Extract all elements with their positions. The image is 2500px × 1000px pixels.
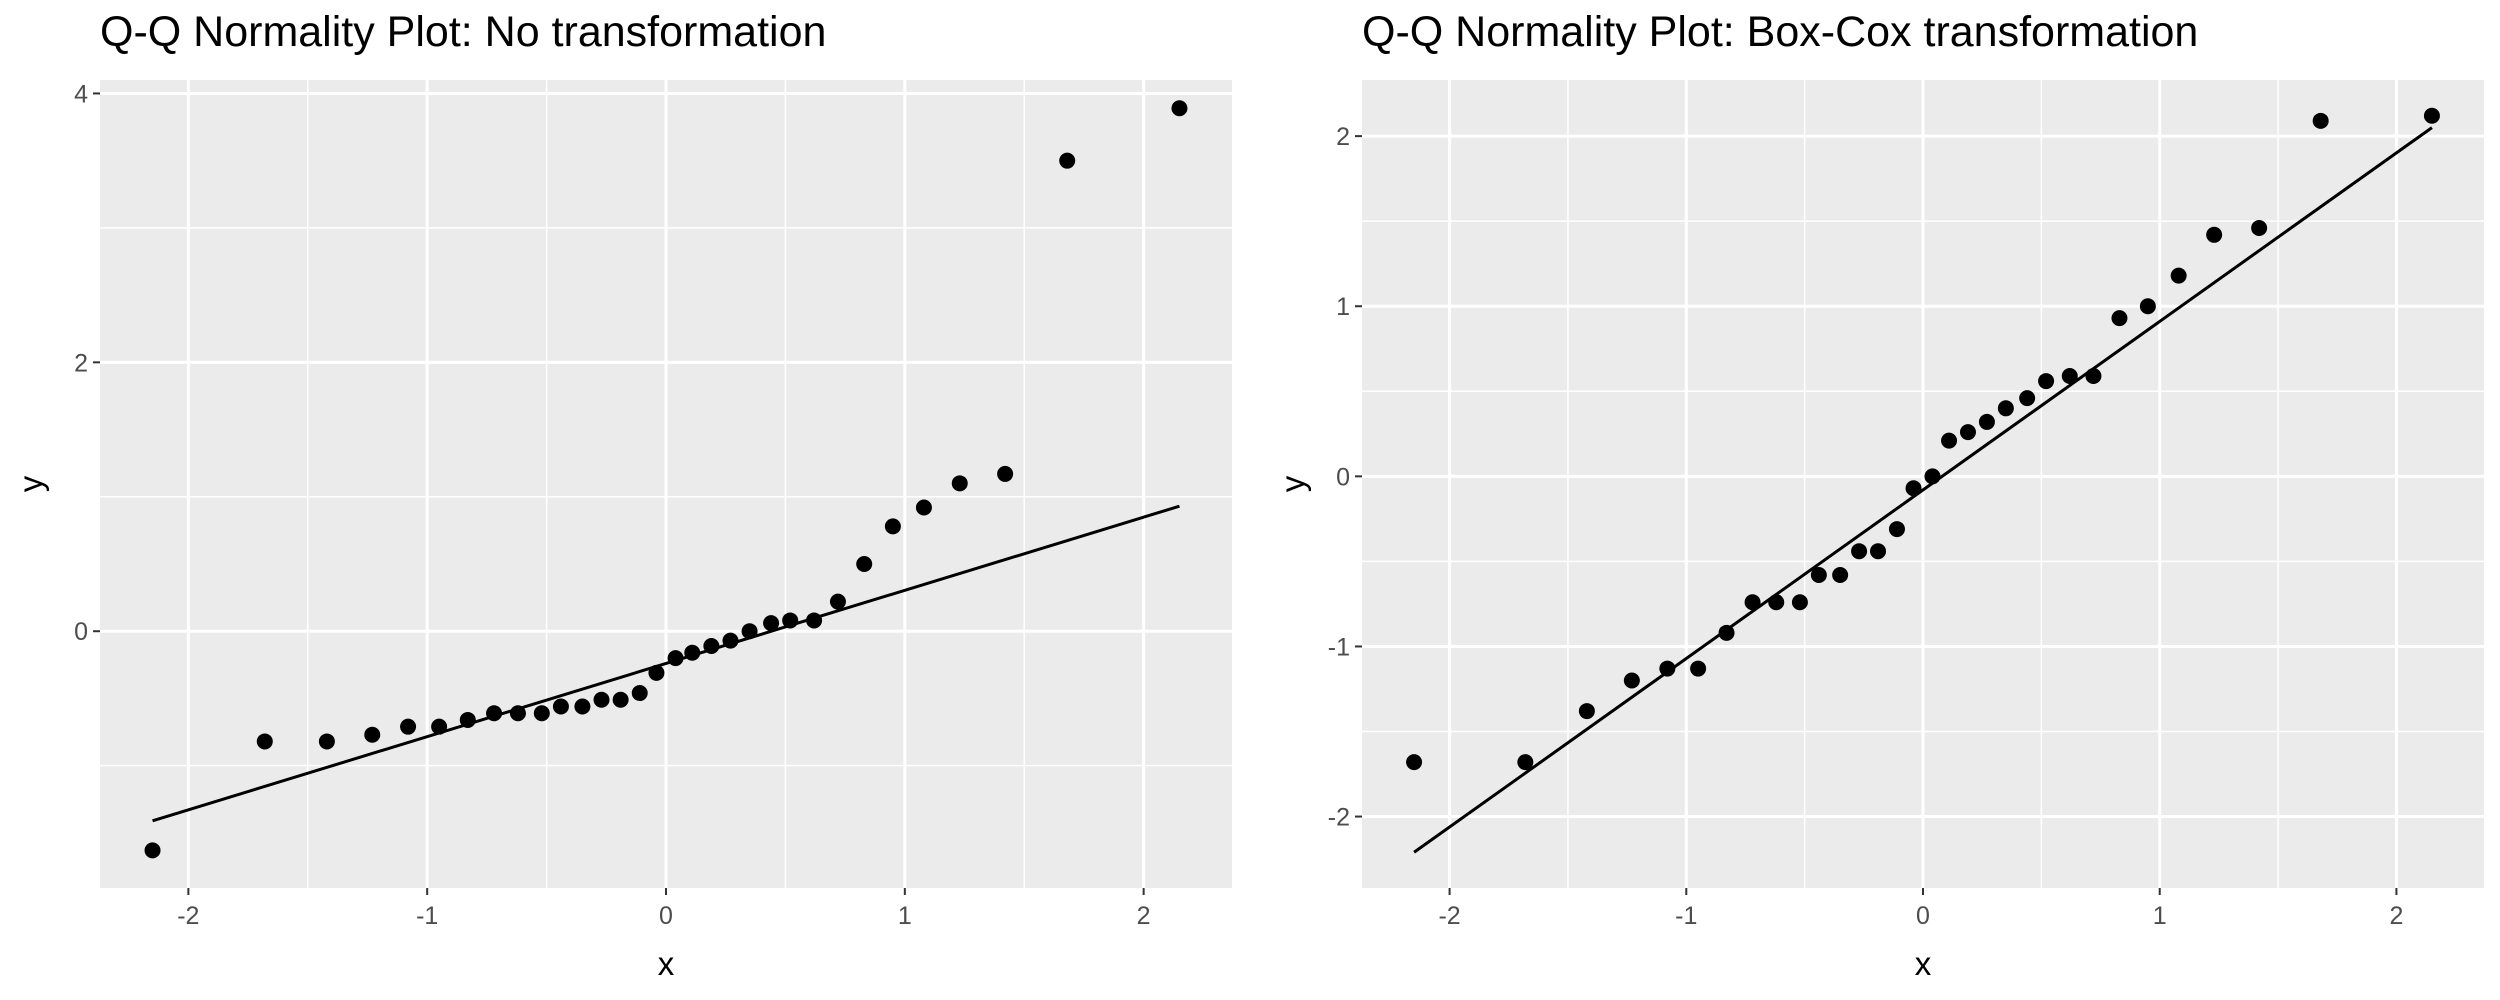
data-point xyxy=(667,650,684,667)
data-point xyxy=(1791,594,1808,611)
x-tick-label: 2 xyxy=(1137,902,1151,930)
data-point xyxy=(829,593,846,610)
data-point xyxy=(806,612,823,629)
data-point xyxy=(1578,703,1595,720)
x-tick-label: 1 xyxy=(898,902,912,930)
data-point xyxy=(318,733,335,750)
data-point xyxy=(431,718,448,735)
data-point xyxy=(782,612,799,629)
data-point xyxy=(1905,480,1922,497)
plot-panel-no-transformation: Q-Q Normality Plot: No transformation -2… xyxy=(12,8,1232,982)
data-point xyxy=(2170,267,2187,284)
data-point xyxy=(593,691,610,708)
y-tick-label: 2 xyxy=(74,349,88,377)
data-point xyxy=(631,685,648,702)
y-tick-label: 2 xyxy=(1336,123,1350,151)
data-point xyxy=(1690,660,1707,677)
data-point xyxy=(1851,543,1868,560)
y-tick-label: -2 xyxy=(1328,804,1350,832)
x-axis-title: x xyxy=(1915,945,1932,982)
x-tick-label: 0 xyxy=(1916,902,1930,930)
y-tick-label: 0 xyxy=(1336,463,1350,491)
data-point xyxy=(1832,567,1849,584)
x-tick-label: 0 xyxy=(659,902,673,930)
plot-panel-box-cox: Q-Q Normality Plot: Box-Cox transformati… xyxy=(1262,0,2500,1000)
y-axis-title: y xyxy=(12,475,49,492)
data-point xyxy=(741,623,758,640)
data-point xyxy=(2206,226,2223,243)
data-point xyxy=(1744,594,1761,611)
data-point xyxy=(703,638,720,655)
y-tick-label: 4 xyxy=(74,80,88,108)
data-point xyxy=(574,698,591,715)
x-tick-label: -1 xyxy=(1675,902,1697,930)
data-point xyxy=(1870,543,1887,560)
data-point xyxy=(552,698,569,715)
data-point xyxy=(722,632,739,649)
data-point xyxy=(763,615,780,632)
data-point xyxy=(1659,660,1676,677)
qq-reference-line xyxy=(1413,126,2433,854)
x-axis-title: x xyxy=(658,945,675,982)
x-tick-label: 1 xyxy=(2153,902,2167,930)
data-point xyxy=(2038,373,2055,390)
y-tick-label: -1 xyxy=(1328,633,1350,661)
data-point xyxy=(1997,400,2014,417)
data-point xyxy=(856,555,873,572)
y-tick-label: 1 xyxy=(1336,293,1350,321)
x-tick-label: 2 xyxy=(2389,902,2403,930)
data-point xyxy=(509,705,526,722)
x-tick-label: -1 xyxy=(416,902,438,930)
qq-reference-line xyxy=(152,504,1180,823)
data-point xyxy=(1171,100,1188,117)
data-point xyxy=(400,718,417,735)
qq-plot-box-cox: -2 -1 0 1 2 -2 -1 0 1 2 x y xyxy=(1274,80,2484,982)
data-point xyxy=(2139,298,2156,315)
data-point xyxy=(2251,219,2268,236)
data-point xyxy=(1924,468,1941,485)
data-point xyxy=(364,726,381,743)
plot-title: Q-Q Normality Plot: Box-Cox transformati… xyxy=(1362,8,2199,56)
data-point xyxy=(2111,310,2128,327)
data-point xyxy=(1768,594,1785,611)
y-tick-label: 0 xyxy=(74,618,88,646)
qq-plot-no-transformation: -2 -1 0 1 2 0 2 4 x y xyxy=(12,80,1232,982)
data-point xyxy=(486,705,503,722)
data-point xyxy=(533,705,550,722)
x-tick-label: -2 xyxy=(177,902,199,930)
data-point xyxy=(2061,367,2078,384)
data-point xyxy=(256,733,273,750)
data-point xyxy=(1517,754,1534,771)
data-point xyxy=(2312,112,2329,129)
data-point xyxy=(1623,672,1640,689)
data-point xyxy=(884,518,901,535)
data-point xyxy=(2019,390,2036,407)
data-point xyxy=(997,465,1014,482)
data-point xyxy=(1718,624,1735,641)
data-point xyxy=(648,664,665,681)
data-point xyxy=(459,711,476,728)
data-point xyxy=(1810,567,1827,584)
data-point xyxy=(144,842,161,859)
data-point xyxy=(1978,413,1995,430)
data-point xyxy=(1941,432,1958,449)
data-point xyxy=(2423,107,2440,124)
x-tick-label: -2 xyxy=(1438,902,1460,930)
data-point xyxy=(2085,367,2102,384)
y-axis-title: y xyxy=(1274,475,1311,492)
data-point xyxy=(1406,754,1423,771)
data-point xyxy=(684,644,701,661)
data-point xyxy=(1888,521,1905,538)
data-point xyxy=(1059,152,1076,169)
data-point xyxy=(1959,424,1976,441)
data-point xyxy=(915,499,932,516)
plot-title: Q-Q Normality Plot: No transformation xyxy=(100,8,827,56)
data-point xyxy=(951,475,968,492)
data-point xyxy=(612,691,629,708)
